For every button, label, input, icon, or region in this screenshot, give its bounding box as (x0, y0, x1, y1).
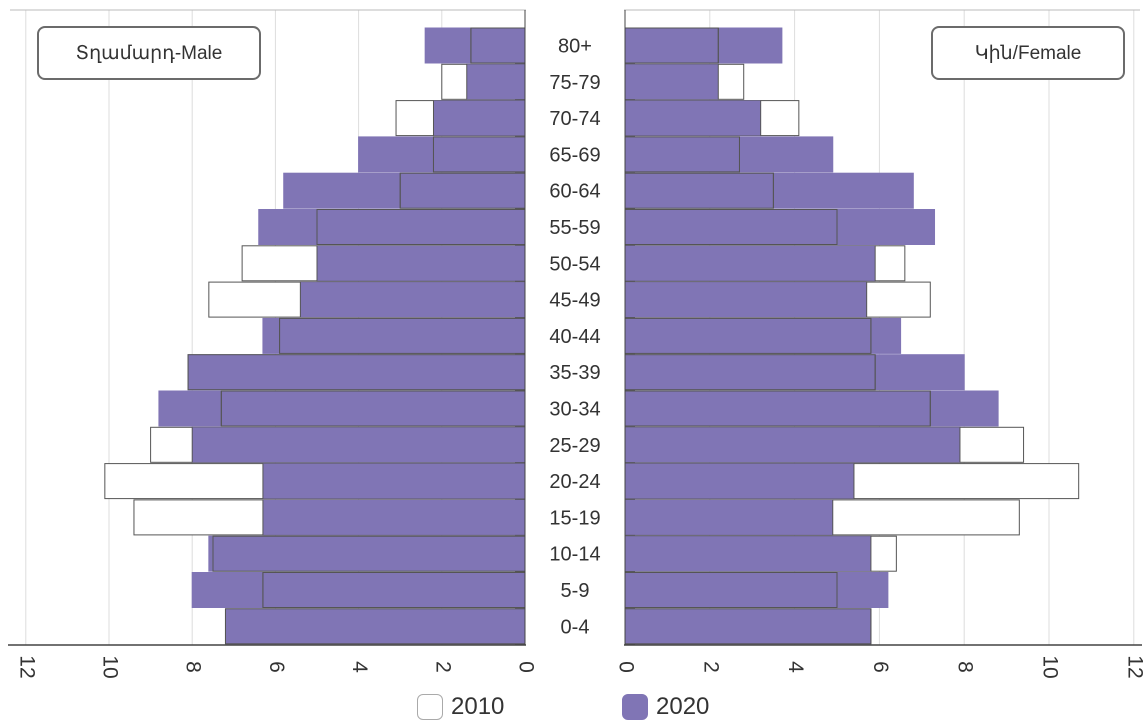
legend-item-2020[interactable]: 2020 (622, 693, 709, 721)
legend-swatch-2010 (417, 694, 443, 720)
legend-label-2020: 2020 (656, 693, 710, 720)
age-group-label: 20-24 (549, 471, 600, 493)
female-panel-label: Կին/Female (931, 26, 1125, 80)
female-bar-2020 (625, 64, 719, 100)
age-group-label: 80+ (558, 36, 592, 58)
age-group-label: 25-29 (549, 435, 600, 457)
age-group-label: 65-69 (549, 144, 600, 166)
legend-swatch-2020 (622, 694, 648, 720)
female-bar-2020 (624, 390, 999, 427)
female-tick-label: 4 (784, 661, 807, 673)
female-bar-2020 (625, 427, 960, 463)
male-tick-label: 8 (182, 661, 205, 673)
legend-item-2010[interactable]: 2010 (417, 693, 504, 721)
age-group-label: 55-59 (549, 217, 600, 239)
female-bar-2020 (625, 499, 833, 535)
male-tick-label: 6 (265, 661, 288, 673)
legend-label-2010: 2010 (451, 693, 505, 720)
age-group-label: 60-64 (549, 181, 600, 203)
female-bar-2020 (624, 608, 872, 645)
male-bar-2020 (300, 282, 525, 318)
male-bar-2020 (158, 390, 526, 427)
male-bar-2020 (262, 317, 526, 354)
female-bar-2020 (624, 354, 965, 391)
male-tick-label: 12 (15, 655, 38, 678)
age-group-label: 50-54 (549, 253, 600, 275)
female-tick-label: 6 (869, 661, 892, 673)
female-bar-2020 (625, 100, 761, 136)
female-bar-2020 (625, 282, 867, 318)
female-bar-2020 (624, 209, 936, 245)
male-bar-2020 (283, 172, 526, 209)
male-bar-2020 (433, 100, 525, 136)
male-panel-label: Տղամարդ-Male (37, 26, 261, 80)
male-bar-2020 (262, 499, 525, 535)
female-bar-2020 (624, 136, 834, 173)
female-bar-2020 (625, 245, 876, 281)
female-tick-label: 2 (699, 661, 722, 673)
female-bar-2020 (625, 536, 871, 572)
age-group-label: 30-34 (549, 399, 600, 421)
age-group-label: 0-4 (561, 616, 590, 638)
female-tick-label: 12 (1123, 655, 1146, 678)
male-bar-2020 (208, 535, 526, 572)
male-tick-label: 2 (431, 661, 454, 673)
male-tick-label: 10 (98, 655, 121, 678)
male-bar-2020 (192, 427, 525, 463)
female-tick-label: 10 (1038, 655, 1061, 678)
female-tick-label: 8 (954, 661, 977, 673)
age-group-label: 70-74 (549, 108, 600, 130)
male-bar-2020 (262, 463, 525, 499)
female-bar-2020 (624, 317, 902, 354)
female-tick-label: 0 (614, 661, 637, 673)
age-group-label: 75-79 (549, 72, 600, 94)
male-tick-label: 0 (514, 661, 537, 673)
age-group-label: 15-19 (549, 507, 600, 529)
male-tick-label: 4 (348, 661, 371, 673)
male-bar-2020 (191, 572, 526, 608)
male-bar-2020 (424, 27, 526, 64)
male-bar-2020 (187, 354, 526, 391)
female-bar-2020 (625, 463, 854, 499)
age-group-label: 40-44 (549, 326, 600, 348)
male-bar-2020 (224, 608, 526, 645)
age-group-label: 45-49 (549, 290, 600, 312)
female-bar-2020 (624, 572, 889, 608)
female-bar-2020 (624, 172, 914, 209)
male-bar-2020 (466, 64, 525, 100)
age-group-label: 10-14 (549, 544, 600, 566)
male-bar-2020 (358, 136, 526, 173)
male-bar-2020 (317, 245, 525, 281)
age-group-label: 5-9 (561, 580, 590, 602)
male-bar-2020 (258, 209, 526, 245)
female-bar-2020 (624, 27, 783, 64)
age-group-label: 35-39 (549, 362, 600, 384)
